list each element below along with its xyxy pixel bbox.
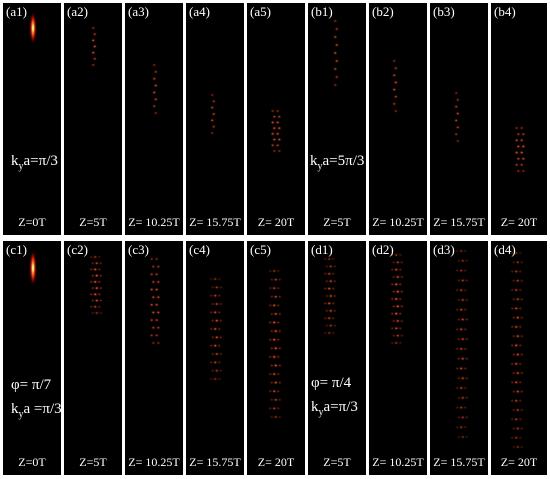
- time-label: Z= 15.75T: [433, 455, 485, 469]
- panel-label: (b1): [311, 4, 333, 19]
- panel-a5: (a5) Z= 20T: [247, 3, 305, 235]
- time-label: Z= 15.75T: [189, 215, 241, 229]
- panel-label: (b2): [372, 4, 394, 19]
- panel-b2: (b2) Z= 10.25T: [369, 3, 427, 235]
- panel-label: (a3): [128, 4, 149, 19]
- panel-label: (d2): [372, 242, 394, 257]
- panel-d2: (d2) Z= 10.25T: [369, 241, 427, 475]
- panel-a3: (a3) Z= 10.25T: [125, 3, 183, 235]
- time-label: Z= 20T: [257, 215, 295, 229]
- time-label: Z= 10.25T: [128, 215, 180, 229]
- panel-label: (d4): [494, 242, 516, 257]
- panel-a1: (a1) kya=π/3 Z=0T: [3, 3, 61, 235]
- panel-d4: (d4) Z= 20T: [491, 241, 547, 475]
- panel-d1: (d1) φ= π/4 kya=π/3 Z=5T: [308, 241, 366, 475]
- panel-a4: (a4) Z= 15.75T: [186, 3, 244, 235]
- panel-d3: (d3) Z= 15.75T: [430, 241, 488, 475]
- panel-b3: (b3) Z= 15.75T: [430, 3, 488, 235]
- ky-annotation: kya=π/3: [11, 153, 58, 172]
- time-label: Z=5T: [79, 455, 107, 469]
- panel-label: (b4): [494, 4, 516, 19]
- panel-label: (c2): [67, 242, 88, 257]
- panel-label: (c3): [128, 242, 149, 257]
- panel-label: (c5): [250, 242, 271, 257]
- panel-label: (c4): [189, 242, 210, 257]
- panel-c4: (c4) Z= 15.75T: [186, 241, 244, 475]
- time-label: Z=5T: [79, 215, 107, 229]
- time-label: Z=5T: [323, 215, 351, 229]
- time-label: Z= 20T: [500, 455, 538, 469]
- panel-label: (a2): [67, 4, 88, 19]
- time-label: Z=0T: [18, 215, 46, 229]
- phi-annotation: φ= π/4: [311, 375, 352, 391]
- time-label: Z= 20T: [500, 215, 538, 229]
- panel-a2: (a2) Z=5T: [64, 3, 122, 235]
- time-label: Z= 15.75T: [433, 215, 485, 229]
- time-label: Z= 10.25T: [372, 215, 424, 229]
- panel-c3: (c3) Z= 10.25T: [125, 241, 183, 475]
- ky-annotation: kya =π/3: [11, 401, 61, 420]
- ky-annotation: kya=π/3: [311, 399, 358, 418]
- ky-annotation: kya=5π/3: [310, 153, 365, 172]
- time-label: Z= 10.25T: [372, 455, 424, 469]
- time-label: Z= 15.75T: [189, 455, 241, 469]
- panel-c2: (c2) Z=5T: [64, 241, 122, 475]
- time-label: Z=0T: [18, 455, 46, 469]
- panel-label: (d3): [433, 242, 455, 257]
- panel-label: (d1): [311, 242, 333, 257]
- time-label: Z= 20T: [257, 455, 295, 469]
- panel-label: (b3): [433, 4, 455, 19]
- panel-c1: (c1) φ= π/7 kya =π/3 Z=0T: [3, 241, 61, 475]
- panel-label: (a4): [189, 4, 210, 19]
- panel-b4: (b4) Z= 20T: [491, 3, 547, 235]
- panel-c5: (c5) Z= 20T: [247, 241, 305, 475]
- phi-annotation: φ= π/7: [11, 377, 52, 393]
- panel-label: (a1): [6, 4, 27, 19]
- panel-b1: (b1) kya=5π/3 Z=5T: [308, 3, 366, 235]
- panel-label: (c1): [6, 242, 27, 257]
- time-label: Z=5T: [323, 455, 351, 469]
- panel-label: (a5): [250, 4, 271, 19]
- time-label: Z= 10.25T: [128, 455, 180, 469]
